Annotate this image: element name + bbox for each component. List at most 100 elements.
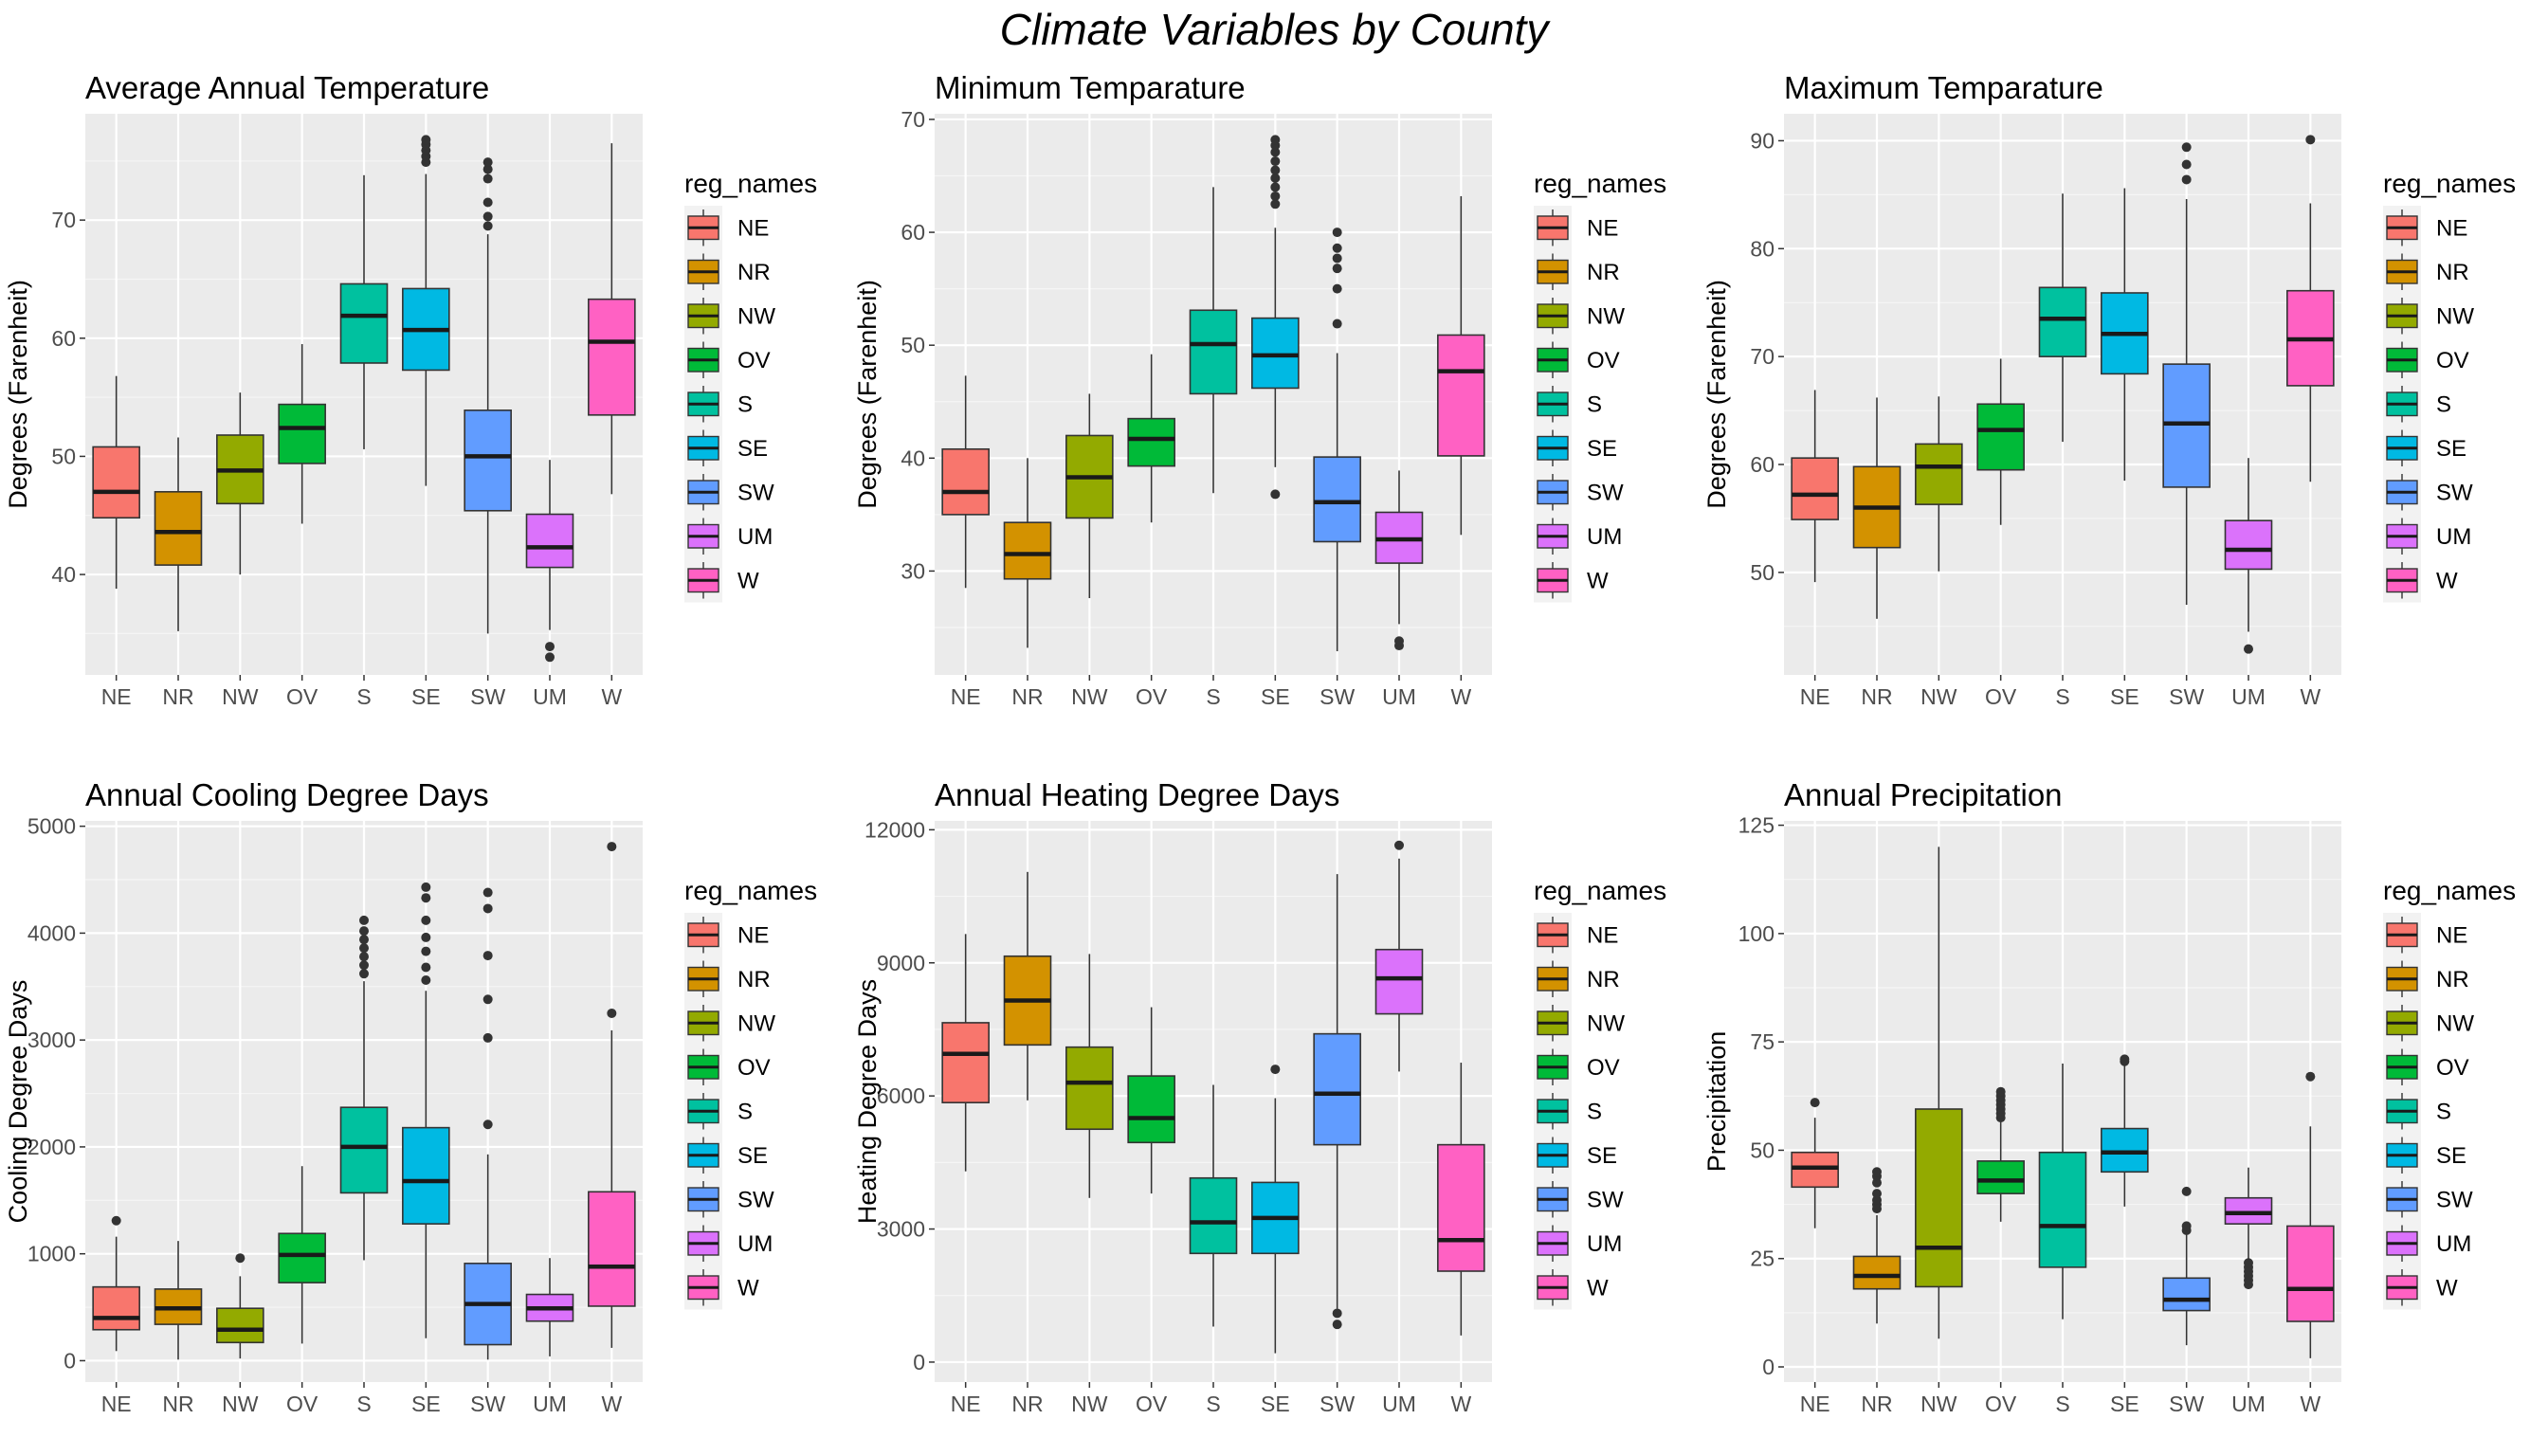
legend-label: W [1587,1275,1609,1301]
outlier-point [482,903,493,914]
box-iqr [2038,1151,2087,1268]
panel-title: Annual Precipitation [1784,777,2063,812]
outlier-point [359,915,369,925]
chart-min-temp: Minimum Temparature 30 40 50 60 70 NE NR NW OV S SE… [853,70,1666,709]
outlier-point [2181,1186,2192,1196]
outlier-point [607,1008,617,1018]
x-tick-label: OV [1985,684,2017,709]
outlier-point [482,173,493,184]
legend-item-s: S [684,382,753,427]
x-tick-label: NE [951,684,981,709]
legend-item-nw: NW [684,294,775,338]
box-iqr [588,298,636,416]
y-tick-label: 1000 [27,1242,76,1266]
y-axis-label: Precipitation [1702,1031,1731,1173]
legend-label: OV [2436,1055,2469,1081]
legend-label: W [2436,1275,2458,1301]
legend-label: S [737,1099,753,1124]
box-iqr [339,1106,389,1194]
x-tick-label: S [2055,684,2069,709]
y-tick-label: 6000 [877,1083,925,1108]
box-um [1374,470,1424,651]
y-tick-label: 2000 [27,1135,76,1159]
legend-item-nr: NR [2383,956,2469,1001]
box-ne [941,934,990,1172]
y-tick-label: 50 [51,444,76,468]
box-nw [1915,846,1963,1339]
x-tick-label: NR [162,1392,193,1416]
outlier-point [359,935,369,945]
outlier-point [1394,840,1404,850]
legend-label: UM [1587,1231,1622,1257]
legend-item-nr: NR [2383,249,2469,294]
outlier-point [482,221,493,231]
box-iqr [941,1022,990,1103]
y-tick-label: 0 [1762,1355,1774,1379]
outlier-point [1270,156,1281,167]
box-w [2286,135,2335,482]
x-tick-label: NE [1800,1392,1830,1416]
legend-title: reg_names [684,169,817,198]
box-ne [941,375,990,589]
x-tick-label: OV [1985,1392,2017,1416]
panel-title: Annual Heating Degree Days [935,777,1339,812]
outlier-point [482,951,493,961]
box-ov [1976,358,2025,525]
x-tick-label: W [2300,684,2320,709]
outlier-point [1995,1086,2006,1097]
y-tick-label: 90 [1750,128,1774,153]
y-tick-label: 75 [1750,1029,1774,1054]
x-tick-label: NW [1071,1392,1108,1416]
box-sw [1313,874,1361,1330]
x-tick-label: W [601,684,622,709]
x-tick-label: S [1206,684,1220,709]
box-se [1251,135,1300,500]
box-se [1251,1065,1300,1354]
box-iqr [1852,1255,1902,1290]
y-tick-label: 60 [1750,452,1774,477]
outlier-point [2305,135,2316,145]
y-tick-label: 50 [901,333,925,357]
outlier-point [421,893,431,903]
outlier-point [111,1215,121,1226]
x-tick-label: W [2300,1392,2320,1416]
x-tick-label: NE [951,1392,981,1416]
outlier-point [359,969,369,979]
box-iqr [1374,948,1424,1015]
legend-label: SW [1587,480,1624,505]
box-iqr [941,447,990,516]
y-tick-label: 70 [51,208,76,232]
outlier-point [1332,253,1342,264]
legend-label: NE [2436,215,2467,241]
y-axis-label: Degrees (Farenheit) [853,280,882,509]
box-s [1189,187,1238,494]
x-tick-label: NR [1861,1392,1892,1416]
legend-label: S [1587,1099,1602,1124]
legend-label: OV [1587,348,1620,373]
box-iqr [402,1126,450,1225]
chart-precipitation: Annual Precipitation 0 25 50 75 100 125 NE NR NW O… [1702,777,2516,1416]
legend-label: NW [1587,1010,1625,1036]
box-iqr [278,403,326,464]
panel-precipitation: Annual Precipitation 0 25 50 75 100 125 NE NR NW O… [1699,758,2548,1456]
box-iqr [2038,286,2087,357]
legend-item-s: S [2383,1089,2451,1134]
x-tick-label: W [1450,1392,1471,1416]
outlier-point [359,960,369,971]
legend-label: S [737,391,753,417]
outlier-point [1270,147,1281,157]
legend-item-ne: NE [1534,913,1618,957]
outlier-point [482,1032,493,1043]
legend-label: NR [2436,260,2469,285]
legend-item-ov: OV [2383,1045,2469,1089]
box-iqr [1065,1046,1114,1131]
x-tick-label: NW [1071,684,1108,709]
x-tick-label: NR [162,684,193,709]
box-w [1437,1063,1485,1336]
outlier-point [1332,264,1342,274]
outlier-point [1270,191,1281,201]
legend-item-nw: NW [684,1001,775,1046]
x-tick-label: SE [411,684,441,709]
y-tick-label: 60 [901,220,925,245]
box-nw [1915,396,1963,572]
